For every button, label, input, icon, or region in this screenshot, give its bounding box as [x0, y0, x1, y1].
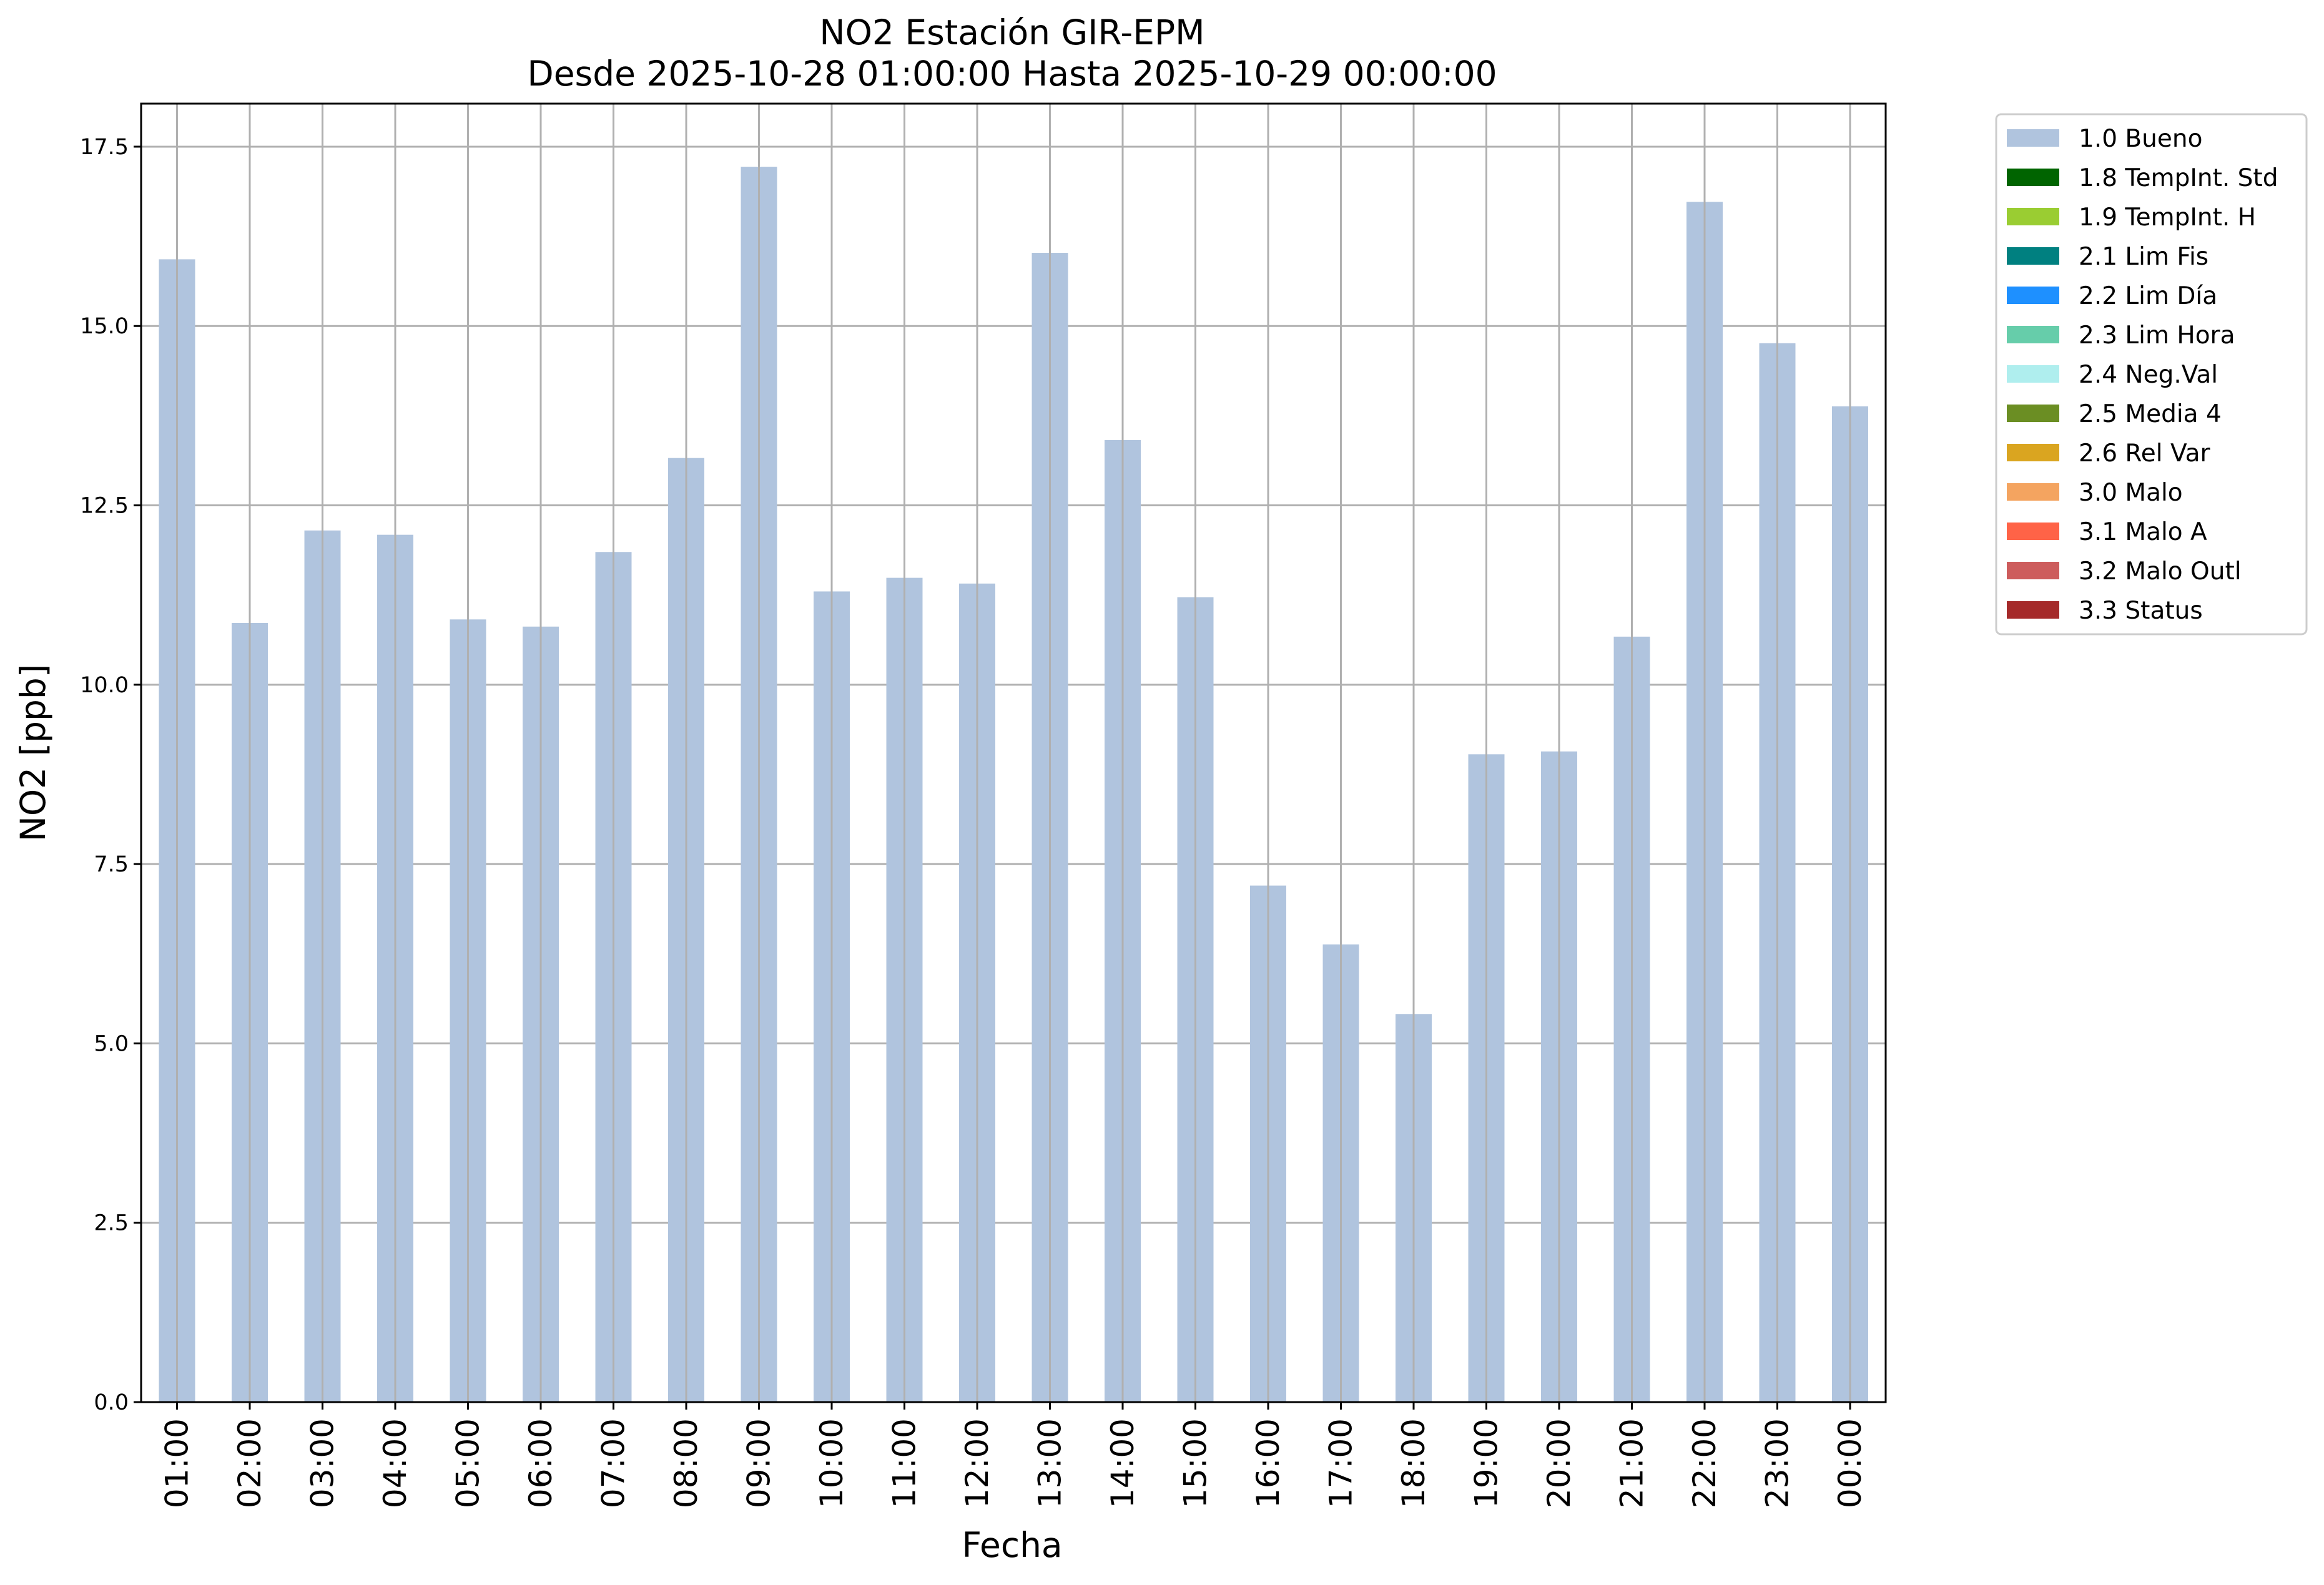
y-tick-label: 0.0	[94, 1390, 129, 1415]
y-tick-label: 7.5	[94, 852, 129, 877]
x-axis-ticks: 01:00 02:00 03:00 04:00 05:00 06:00 07:00 08:00…	[159, 1402, 1868, 1508]
legend: 1.0 Bueno 1.8 TempInt. Std 1.9 TempInt. H 2…	[1995, 113, 2308, 635]
x-tick-label: 22:00	[1686, 1418, 1723, 1508]
y-tick-label: 5.0	[94, 1031, 129, 1056]
legend-swatch	[2007, 326, 2059, 343]
legend-items: 1.0 Bueno 1.8 TempInt. Std 1.9 TempInt. H 2…	[2007, 125, 2278, 625]
legend-swatch	[2007, 483, 2059, 501]
legend-frame	[1995, 113, 2308, 635]
legend-swatch	[2007, 405, 2059, 422]
legend-swatch	[2007, 562, 2059, 579]
x-tick-label: 15:00	[1178, 1418, 1214, 1508]
x-tick-label: 07:00	[596, 1418, 632, 1508]
legend-label: 3.0 Malo	[2079, 479, 2183, 507]
x-tick-label: 19:00	[1469, 1418, 1505, 1508]
y-axis-title: NO2 [ppb]	[13, 664, 53, 842]
bars	[159, 167, 1868, 1403]
legend-swatch	[2007, 129, 2059, 147]
x-tick-label: 06:00	[523, 1418, 559, 1508]
x-tick-label: 18:00	[1396, 1418, 1432, 1508]
legend-swatch	[2007, 287, 2059, 304]
legend-label: 3.2 Malo Outl	[2079, 557, 2242, 586]
legend-swatch	[2007, 208, 2059, 225]
y-tick-label: 15.0	[80, 314, 129, 339]
legend-swatch	[2007, 523, 2059, 540]
x-tick-label: 00:00	[1832, 1418, 1868, 1508]
legend-swatch	[2007, 601, 2059, 619]
x-tick-label: 17:00	[1323, 1418, 1359, 1508]
x-tick-label: 02:00	[232, 1418, 268, 1508]
legend-swatch	[2007, 444, 2059, 461]
legend-swatch	[2007, 247, 2059, 265]
x-tick-label: 10:00	[814, 1418, 850, 1508]
chart-subtitle: Desde 2025-10-28 01:00:00 Hasta 2025-10-…	[527, 54, 1497, 94]
x-tick-label: 20:00	[1541, 1418, 1577, 1508]
legend-label: 2.3 Lim Hora	[2079, 321, 2235, 350]
x-tick-label: 12:00	[959, 1418, 995, 1508]
chart-title: NO2 Estación GIR-EPM	[819, 12, 1204, 52]
x-tick-label: 09:00	[741, 1418, 777, 1508]
plot-area-frame	[140, 102, 1887, 1403]
legend-label: 1.0 Bueno	[2079, 125, 2202, 153]
x-tick-label: 21:00	[1614, 1418, 1650, 1508]
legend-label: 2.4 Neg.Val	[2079, 361, 2218, 389]
x-grid-lines	[176, 104, 1851, 1402]
x-tick-label: 14:00	[1105, 1418, 1141, 1508]
x-tick-label: 08:00	[668, 1418, 704, 1508]
x-axis-title: Fecha	[962, 1525, 1062, 1565]
y-tick-label: 2.5	[94, 1211, 129, 1236]
grid-lines	[141, 145, 1886, 1403]
legend-label: 3.3 Status	[2079, 597, 2203, 625]
legend-label: 1.8 TempInt. Std	[2079, 164, 2278, 192]
x-tick-label: 05:00	[450, 1418, 486, 1508]
legend-label: 2.1 Lim Fis	[2079, 243, 2208, 271]
x-tick-label: 03:00	[305, 1418, 341, 1508]
legend-label: 3.1 Malo A	[2079, 518, 2207, 546]
legend-label: 1.9 TempInt. H	[2079, 204, 2256, 232]
x-tick-label: 13:00	[1032, 1418, 1068, 1508]
x-tick-label: 11:00	[887, 1418, 923, 1508]
legend-swatch	[2007, 169, 2059, 186]
legend-label: 2.5 Media 4	[2079, 400, 2222, 428]
x-tick-label: 04:00	[377, 1418, 413, 1508]
legend-label: 2.6 Rel Var	[2079, 439, 2211, 468]
y-tick-label: 12.5	[80, 494, 129, 519]
legend-label: 2.2 Lim Día	[2079, 282, 2217, 310]
legend-swatch	[2007, 365, 2059, 383]
y-axis-ticks: 0.0 2.5 5.0 7.5 10.0 12.5 15.0 17.5	[80, 135, 141, 1415]
x-tick-label: 16:00	[1250, 1418, 1286, 1508]
y-tick-label: 10.0	[80, 673, 129, 698]
x-tick-label: 23:00	[1760, 1418, 1796, 1508]
y-tick-label: 17.5	[80, 135, 129, 160]
x-tick-label: 01:00	[159, 1418, 195, 1508]
